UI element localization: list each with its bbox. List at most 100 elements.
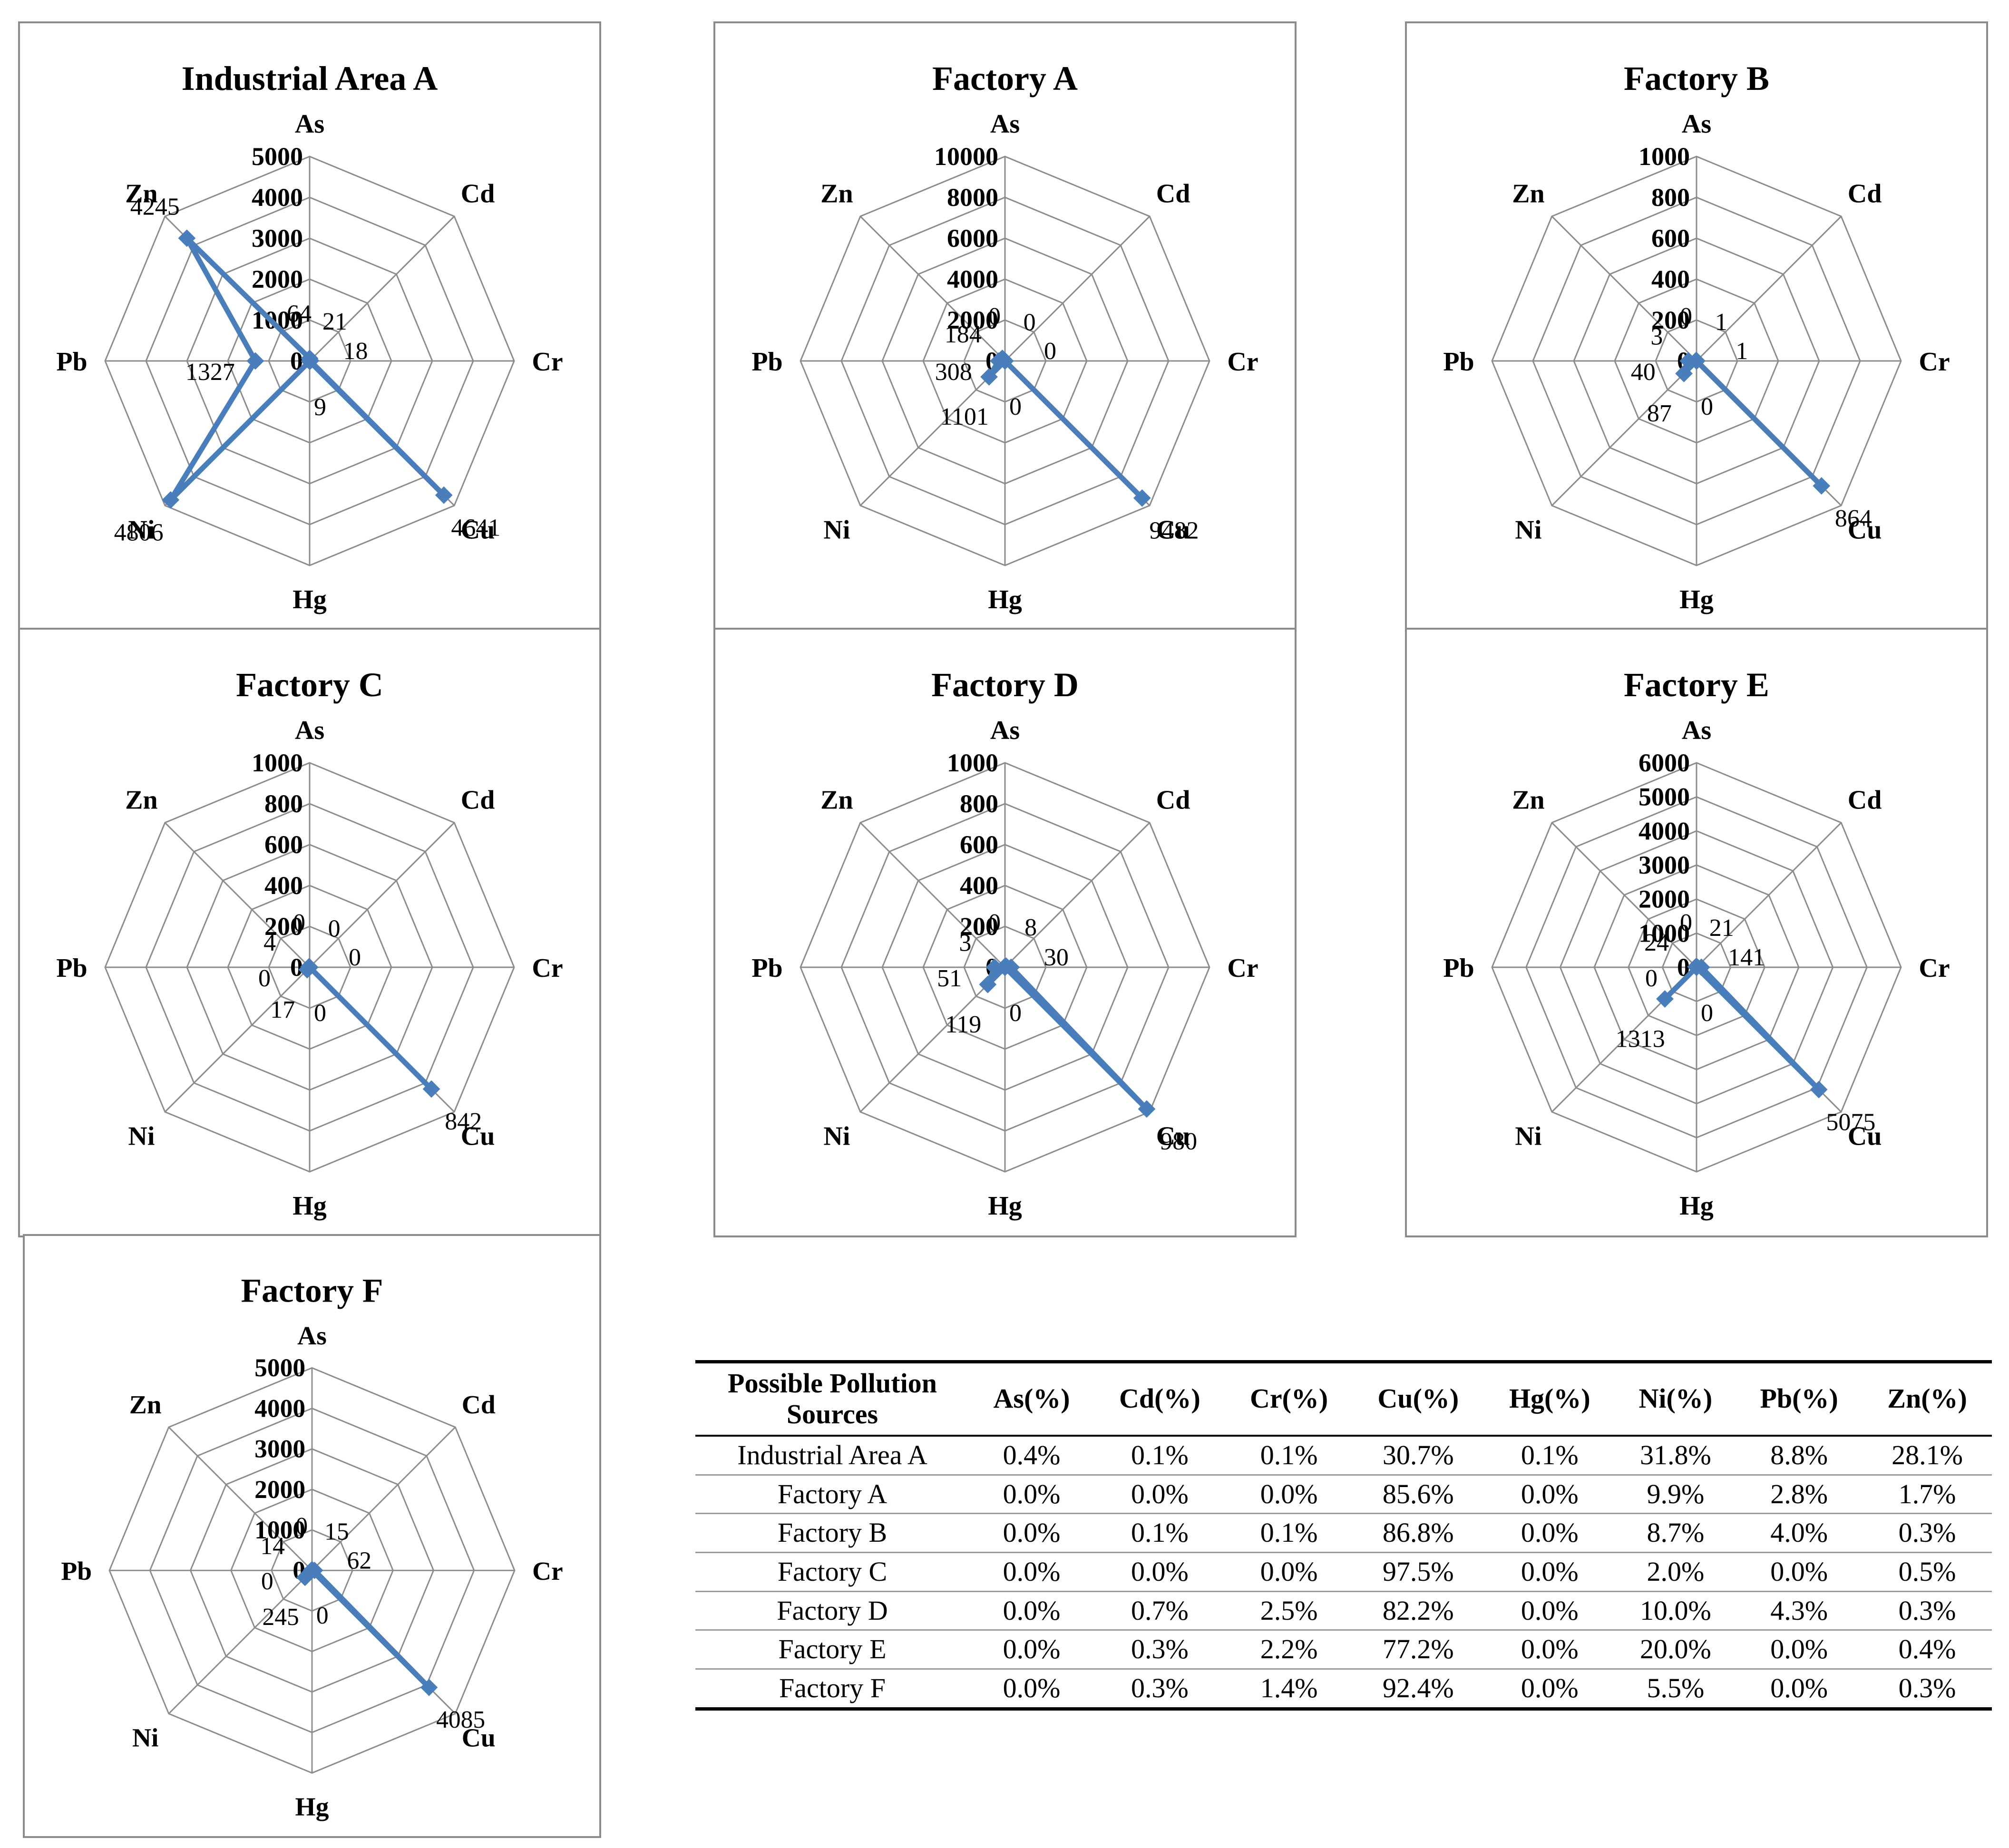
tick-label: 200: [1651, 306, 1690, 334]
data-point-hg: [301, 352, 319, 370]
data-point-zn: [995, 958, 1014, 976]
chart-title: Factory D: [931, 666, 1079, 704]
percent-cell: 0.0%: [969, 1513, 1094, 1553]
percent-cell: 2.8%: [1736, 1475, 1863, 1515]
data-label-zn: 14: [260, 1533, 285, 1560]
tick-label: 200: [960, 912, 998, 941]
percent-cell: 0.3%: [1094, 1669, 1226, 1711]
data-label-cr: 30: [1044, 944, 1069, 971]
data-label-cu: 9482: [1150, 517, 1199, 545]
axis-spoke: [1004, 822, 1151, 968]
data-label-zn: 184: [945, 321, 982, 348]
percent-cell: 92.4%: [1352, 1669, 1484, 1711]
radar-panel-factory-e: Factory E As Cd Cr Cu Hg Ni Pb Zn 0 1000 2000 3000 40…: [1405, 628, 1988, 1237]
tick-label: 800: [960, 789, 998, 818]
tick-label: 5000: [254, 1353, 305, 1382]
axis-label-zn: Zn: [125, 785, 158, 815]
data-label-cd: 21: [322, 308, 347, 335]
axis-label-pb: Pb: [1443, 347, 1474, 377]
percent-cell: 0.4%: [1863, 1630, 1992, 1670]
radar-panel-factory-a: Factory AAsCdCrCuHgNiPbZn020004000600080…: [713, 21, 1297, 631]
percent-cell: 86.8%: [1352, 1513, 1484, 1553]
percent-cell: 5.5%: [1615, 1669, 1736, 1711]
data-label-cd: 0: [1024, 309, 1036, 336]
axis-label-zn: Zn: [820, 179, 853, 208]
chart-title: Factory E: [1624, 666, 1769, 704]
column-header: Zn(%): [1863, 1362, 1992, 1437]
percent-cell: 9.9%: [1615, 1475, 1736, 1515]
data-label-cd: 0: [328, 915, 341, 942]
axis-label-as: As: [1682, 716, 1711, 745]
tick-label: 800: [264, 789, 303, 818]
percent-cell: 4.0%: [1736, 1513, 1863, 1553]
radar-chart: Factory FAsCdCrCuHgNiPbZn010002000300040…: [61, 1272, 563, 1821]
percent-cell: 10.0%: [1615, 1591, 1736, 1631]
source-name-cell: Factory A: [695, 1475, 969, 1515]
tick-label: 2000: [252, 265, 303, 293]
axis-label-cr: Cr: [1919, 347, 1950, 377]
tick-label: 0: [290, 953, 303, 982]
tick-label: 400: [960, 871, 998, 900]
axis-label-ni: Ni: [823, 1122, 850, 1151]
series-line: [986, 355, 1144, 500]
data-point-cu: [435, 486, 453, 504]
axis-label-ni: Ni: [128, 515, 155, 545]
radar-chart: Factory EAsCdCrCuHgNiPbZn010002000300040…: [1443, 666, 1950, 1221]
tick-label: 3000: [252, 224, 303, 253]
data-label-hg: 0: [1009, 393, 1022, 420]
data-label-cd: 21: [1709, 914, 1734, 942]
data-label-cr: 62: [347, 1547, 372, 1574]
axis-label-ni: Ni: [1515, 515, 1541, 545]
data-label-cr: 141: [1728, 944, 1765, 971]
data-point-zn: [993, 349, 1011, 367]
source-name-cell: Factory C: [695, 1552, 969, 1592]
data-label-as: 0: [1680, 303, 1692, 330]
percent-cell: 0.0%: [1736, 1552, 1863, 1592]
tick-label: 10000: [934, 142, 998, 171]
tick-label: 400: [264, 871, 303, 900]
tick-label: 3000: [1638, 851, 1690, 879]
data-label-cr: 0: [349, 944, 361, 971]
axis-spoke: [859, 215, 1006, 362]
axis-spoke: [859, 966, 1006, 1113]
percent-cell: 0.0%: [1736, 1669, 1863, 1711]
source-name-cell: Industrial Area A: [695, 1435, 969, 1476]
source-name-cell: Factory F: [695, 1669, 969, 1711]
percent-cell: 0.0%: [1484, 1591, 1616, 1631]
data-label-cd: 8: [1024, 914, 1037, 941]
source-name-cell: Factory D: [695, 1591, 969, 1631]
axis-label-hg: Hg: [988, 585, 1022, 614]
axis-label-cd: Cd: [1848, 785, 1882, 815]
data-label-ni: 1101: [940, 403, 989, 430]
percent-cell: 0.1%: [1094, 1435, 1226, 1476]
axis-spoke: [1551, 360, 1697, 506]
data-label-cr: 18: [343, 338, 368, 365]
axis-label-hg: Hg: [1679, 1191, 1714, 1221]
series-line: [305, 963, 433, 1091]
percent-cell: 0.0%: [969, 1669, 1094, 1711]
column-header: Cd(%): [1094, 1362, 1226, 1437]
data-label-hg: 0: [314, 1000, 326, 1027]
percent-cell: 77.2%: [1352, 1630, 1484, 1670]
data-label-ni: 1313: [1616, 1025, 1665, 1052]
percent-cell: 0.0%: [1484, 1669, 1616, 1711]
radar-chart: Factory BAsCdCrCuHgNiPbZn020040060080010…: [1443, 59, 1950, 614]
data-point-zn: [300, 958, 318, 976]
data-point-pb: [246, 352, 264, 370]
data-label-as: 0: [988, 303, 1001, 330]
data-label-pb: 0: [258, 965, 271, 992]
data-label-cd: 15: [324, 1518, 349, 1545]
data-label-zn: 3: [1650, 323, 1663, 350]
data-label-as: 0: [988, 909, 1001, 936]
axis-spoke: [1551, 822, 1697, 968]
percent-cell: 0.1%: [1484, 1435, 1616, 1476]
axis-spoke: [164, 966, 311, 1113]
axis-label-cr: Cr: [532, 953, 563, 983]
chart-title: Factory C: [236, 666, 383, 704]
data-point-ni: [1675, 365, 1693, 382]
series-line: [1663, 963, 1821, 1092]
data-label-cd: 1: [1715, 309, 1727, 336]
column-header: Hg(%): [1484, 1362, 1616, 1437]
data-label-cu: 980: [1160, 1128, 1197, 1155]
table-row: Factory C 0.0% 0.0% 0.0% 97.5% 0.0% 2.0% 0.0% 0.…: [695, 1552, 1992, 1592]
